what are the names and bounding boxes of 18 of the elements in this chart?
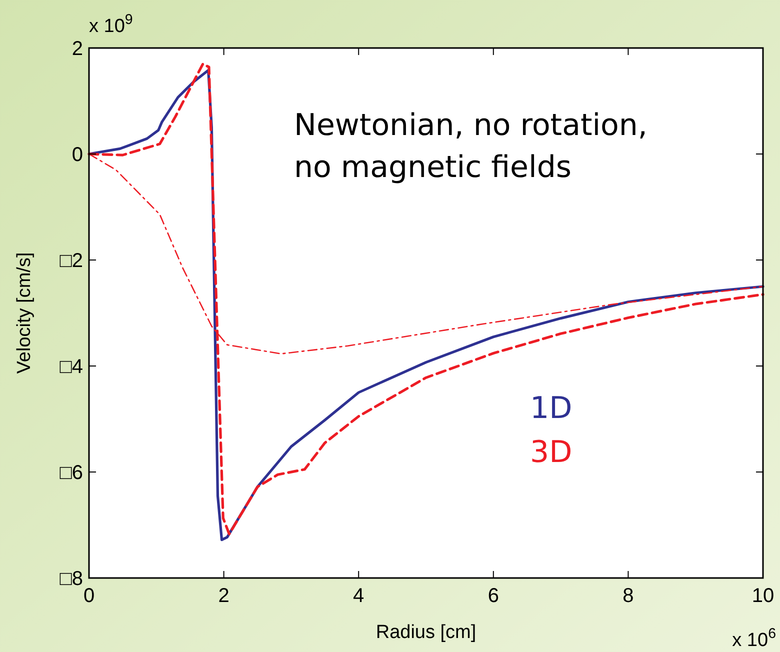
text: 1D [530,391,572,426]
text: x 10$^{6}$ [732,626,776,651]
x-tick-label: 6 [488,585,499,607]
y-tick-label: □4 [60,356,83,378]
y-tick-label: □2 [60,250,83,272]
text: 3D [530,435,572,470]
x-tick-label: 10 [752,585,774,607]
y-tick-label: 0 [72,144,83,166]
x-axis-title: Radius [cm] [376,622,476,643]
x-tick-label: 4 [353,585,364,607]
x-tick-label: 2 [218,585,230,607]
y-tick-label: 2 [72,38,83,60]
y-axis-title: Velocity [cm/s] [14,252,35,374]
x-tick-label: 8 [622,585,634,607]
y-tick-label: □8 [60,568,83,590]
y-tick-label: □6 [60,462,83,484]
annotation: Newtonian, no rotation, no magnetic fields [294,108,648,185]
text: x 10$^{9}$ [89,12,133,37]
